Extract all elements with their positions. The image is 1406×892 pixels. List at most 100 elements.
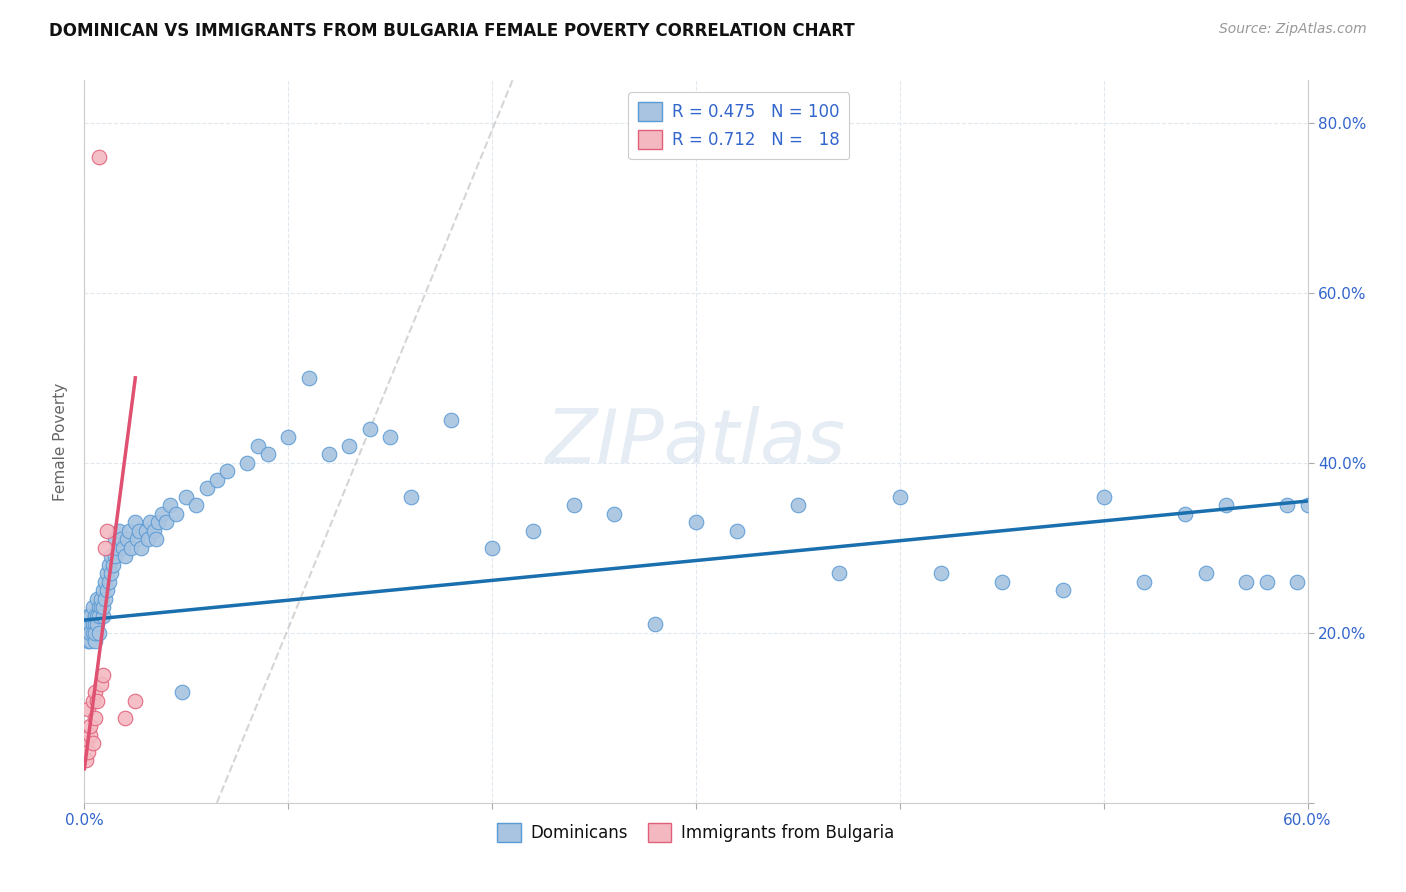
- Point: [135, 524, 157, 538]
- Point: [159, 498, 181, 512]
- Point: [929, 566, 952, 581]
- Point: [79, 719, 101, 733]
- Point: [725, 524, 748, 538]
- Point: [1215, 498, 1237, 512]
- Point: [118, 524, 141, 538]
- Point: [1092, 490, 1115, 504]
- Point: [87, 625, 110, 640]
- Point: [83, 711, 105, 725]
- Point: [1277, 498, 1299, 512]
- Point: [79, 608, 101, 623]
- Text: Source: ZipAtlas.com: Source: ZipAtlas.com: [1219, 22, 1367, 37]
- Point: [82, 617, 104, 632]
- Point: [75, 753, 97, 767]
- Point: [603, 507, 626, 521]
- Point: [359, 422, 381, 436]
- Point: [96, 583, 118, 598]
- Point: [86, 608, 108, 623]
- Point: [195, 481, 218, 495]
- Point: [75, 625, 97, 640]
- Point: [77, 625, 100, 640]
- Point: [257, 447, 280, 461]
- Point: [145, 533, 167, 547]
- Point: [1195, 566, 1218, 581]
- Point: [108, 524, 131, 538]
- Point: [246, 439, 269, 453]
- Point: [77, 745, 100, 759]
- Point: [82, 736, 104, 750]
- Point: [112, 541, 135, 555]
- Point: [97, 574, 120, 589]
- Point: [79, 625, 101, 640]
- Point: [124, 694, 146, 708]
- Point: [91, 608, 114, 623]
- Point: [100, 549, 122, 564]
- Point: [131, 541, 153, 555]
- Point: [77, 634, 100, 648]
- Point: [186, 498, 208, 512]
- Point: [644, 617, 666, 632]
- Legend: Dominicans, Immigrants from Bulgaria: Dominicans, Immigrants from Bulgaria: [491, 816, 901, 848]
- Point: [79, 634, 101, 648]
- Point: [83, 685, 105, 699]
- Point: [86, 591, 108, 606]
- Text: DOMINICAN VS IMMIGRANTS FROM BULGARIA FEMALE POVERTY CORRELATION CHART: DOMINICAN VS IMMIGRANTS FROM BULGARIA FE…: [49, 22, 855, 40]
- Point: [77, 702, 100, 716]
- Point: [79, 617, 101, 632]
- Point: [75, 617, 97, 632]
- Point: [124, 516, 146, 530]
- Point: [96, 524, 118, 538]
- Point: [205, 473, 228, 487]
- Point: [93, 591, 115, 606]
- Point: [83, 634, 105, 648]
- Point: [87, 600, 110, 615]
- Point: [97, 558, 120, 572]
- Point: [82, 600, 104, 615]
- Point: [91, 600, 114, 615]
- Point: [1052, 583, 1074, 598]
- Point: [277, 430, 299, 444]
- Point: [96, 566, 118, 581]
- Point: [86, 617, 108, 632]
- Point: [380, 430, 402, 444]
- Point: [440, 413, 463, 427]
- Point: [150, 507, 173, 521]
- Point: [217, 464, 239, 478]
- Point: [86, 694, 108, 708]
- Point: [1236, 574, 1258, 589]
- Point: [115, 533, 138, 547]
- Point: [138, 516, 160, 530]
- Point: [104, 549, 127, 564]
- Point: [136, 533, 159, 547]
- Point: [165, 507, 187, 521]
- Point: [100, 566, 122, 581]
- Point: [90, 600, 112, 615]
- Point: [105, 541, 128, 555]
- Point: [91, 668, 114, 682]
- Point: [83, 617, 105, 632]
- Point: [1174, 507, 1197, 521]
- Point: [93, 541, 115, 555]
- Point: [90, 591, 112, 606]
- Point: [1256, 574, 1278, 589]
- Point: [120, 541, 142, 555]
- Y-axis label: Female Poverty: Female Poverty: [52, 383, 67, 500]
- Point: [91, 583, 114, 598]
- Point: [339, 439, 361, 453]
- Point: [991, 574, 1014, 589]
- Point: [90, 677, 112, 691]
- Point: [174, 490, 197, 504]
- Point: [110, 533, 132, 547]
- Point: [481, 541, 503, 555]
- Point: [83, 608, 105, 623]
- Point: [146, 516, 169, 530]
- Point: [79, 728, 101, 742]
- Point: [399, 490, 422, 504]
- Point: [155, 516, 177, 530]
- Point: [1286, 574, 1309, 589]
- Point: [142, 524, 165, 538]
- Point: [87, 608, 110, 623]
- Text: ZIPatlas: ZIPatlas: [546, 406, 846, 477]
- Point: [83, 625, 105, 640]
- Point: [522, 524, 544, 538]
